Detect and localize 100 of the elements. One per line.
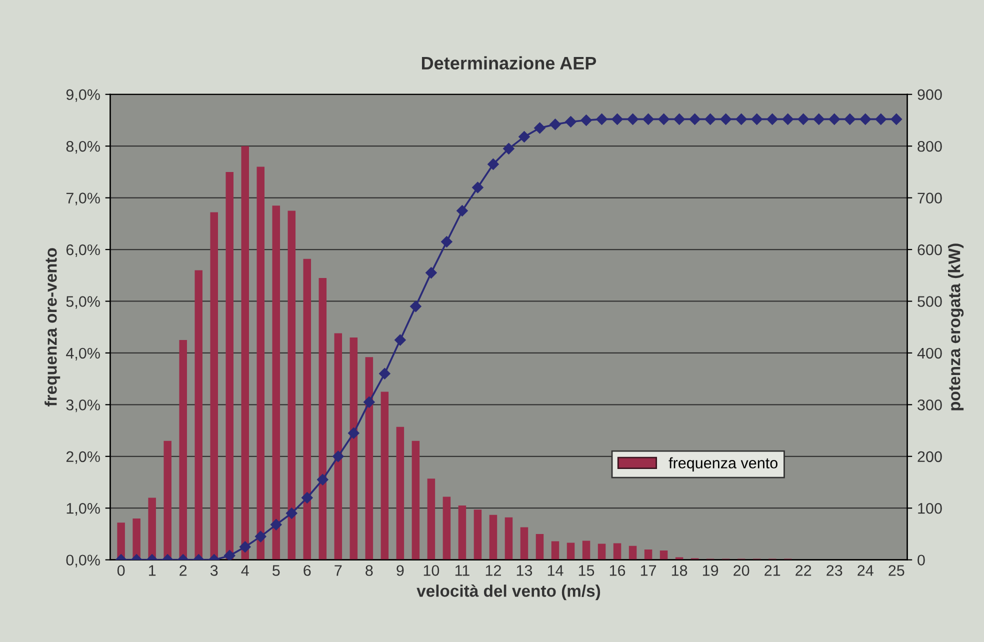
point — [317, 474, 328, 486]
x-tick-label: 19 — [702, 565, 718, 576]
y-tick-label: 5,0% — [66, 296, 100, 309]
point — [255, 530, 266, 542]
x-tick-label: 11 — [455, 565, 470, 576]
point — [798, 114, 809, 125]
bar — [164, 440, 172, 560]
x-axis-title: velocità del vento (m/s) — [416, 584, 600, 600]
y2-tick-label: 600 — [918, 244, 942, 256]
point — [426, 267, 437, 278]
x-tick-label: 1 — [148, 565, 156, 576]
point — [736, 114, 747, 125]
x-tick-label: 21 — [764, 565, 780, 576]
x-tick-label: 22 — [796, 565, 812, 576]
point — [534, 122, 546, 134]
x-tick-label: 23 — [826, 565, 842, 576]
point — [875, 114, 886, 125]
point — [674, 114, 685, 125]
point — [348, 428, 360, 439]
chart-title: Determinazione AEP — [422, 56, 596, 70]
point — [472, 182, 484, 194]
point — [580, 114, 592, 126]
x-tick-label: 2 — [180, 565, 187, 576]
bar — [520, 527, 528, 560]
y2-tick-label: 800 — [918, 140, 942, 152]
bar — [210, 212, 218, 560]
x-tick-label: 7 — [334, 565, 342, 576]
point — [488, 158, 499, 170]
bar — [318, 278, 327, 560]
point — [286, 508, 298, 519]
x-tick-label: 20 — [734, 565, 750, 576]
point — [596, 114, 608, 125]
point — [302, 492, 313, 504]
point — [704, 114, 716, 125]
bar — [474, 510, 482, 560]
x-tick-label: 18 — [672, 565, 688, 576]
bar — [226, 172, 234, 560]
x-tick-label: 5 — [272, 565, 280, 576]
bar — [489, 514, 498, 560]
point — [550, 118, 561, 130]
point — [394, 334, 406, 346]
y2-tick-label: 100 — [918, 502, 942, 514]
bar — [660, 550, 668, 560]
x-tick-label: 24 — [858, 565, 874, 576]
point — [565, 116, 576, 128]
bar — [365, 357, 374, 560]
point — [332, 450, 344, 462]
bar — [458, 506, 466, 560]
bar — [628, 546, 637, 560]
point — [658, 114, 670, 125]
point — [782, 114, 794, 125]
x-tick-label: 12 — [486, 565, 501, 576]
bar — [380, 392, 389, 560]
point — [441, 236, 452, 248]
bar — [272, 206, 280, 560]
legend-label: frequenza vento — [668, 457, 778, 472]
bar — [536, 534, 544, 560]
point — [456, 205, 468, 216]
y-tick-label: 3,0% — [66, 400, 100, 412]
y2-tick-label: 200 — [918, 451, 942, 462]
bar — [194, 270, 202, 560]
y2-tick-label: 700 — [918, 192, 942, 204]
bar — [412, 440, 420, 560]
bar — [442, 496, 451, 560]
x-tick-label: 4 — [241, 565, 249, 576]
bar — [613, 543, 622, 560]
bar — [396, 426, 404, 560]
bar — [179, 340, 187, 560]
point — [364, 396, 375, 408]
point — [627, 114, 638, 125]
y2-tick-label: 0 — [918, 554, 925, 566]
y-tick-label: 1,0% — [66, 502, 100, 516]
bar — [256, 166, 264, 560]
x-tick-label: 16 — [610, 565, 626, 576]
bar — [598, 544, 606, 560]
x-tick-label: 15 — [578, 565, 594, 576]
point — [612, 114, 623, 125]
point — [766, 114, 778, 125]
point — [379, 368, 390, 380]
y2-tick-label: 300 — [918, 400, 942, 410]
x-tick-label: 6 — [304, 565, 311, 576]
bar — [303, 258, 312, 560]
x-tick-label: 9 — [396, 565, 404, 576]
bar — [551, 541, 560, 560]
point — [518, 131, 530, 142]
bar — [427, 478, 436, 560]
point — [813, 114, 824, 125]
y-tick-label: 8,0% — [66, 140, 100, 154]
bar — [644, 549, 652, 560]
y-axis-title: frequenza ore-vento — [44, 248, 60, 406]
point — [720, 114, 732, 125]
y-tick-label: 4,0% — [66, 348, 100, 360]
point — [860, 114, 871, 125]
point — [844, 114, 856, 125]
y2-axis-title: potenza erogata (kW) — [948, 244, 964, 410]
y2-tick-label: 500 — [918, 296, 942, 307]
bar — [350, 337, 358, 560]
x-tick-label: 10 — [424, 565, 440, 576]
bar — [675, 557, 684, 560]
y-tick-label: 0,0% — [66, 554, 100, 568]
